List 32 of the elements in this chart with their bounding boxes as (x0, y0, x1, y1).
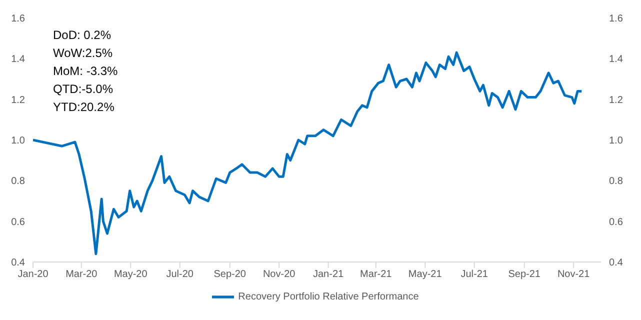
y2-tick-label: 0.4 (609, 258, 624, 269)
y2-tick-label: 1.4 (609, 54, 624, 66)
y-tick-label: 0.6 (11, 216, 26, 228)
legend-label: Recovery Portfolio Relative Performance (238, 292, 419, 303)
annotation: QTD:-5.0% (53, 81, 114, 98)
x-tick-label: Nov-20 (262, 269, 296, 280)
y2-tick-label: 0.8 (609, 176, 624, 188)
y-tick-label: 1.4 (11, 54, 26, 66)
y2-tick-label: 0.6 (609, 216, 624, 228)
x-tick-label: Jan-21 (313, 269, 344, 280)
y2-tick-label: 1.0 (609, 136, 624, 147)
x-tick-label: Jul-20 (166, 269, 194, 280)
annotation: MoM: -3.3% (53, 63, 118, 80)
y-tick-label: 1.2 (11, 94, 26, 106)
y-tick-label: 1.0 (11, 136, 26, 147)
x-tick-label: Sep-20 (214, 269, 246, 280)
y2-tick-label: 1.2 (609, 94, 624, 106)
y2-tick-label: 1.6 (609, 14, 624, 25)
x-tick-label: Jul-21 (460, 269, 488, 280)
y-tick-label: 0.4 (11, 258, 26, 269)
x-tick-label: Mar-21 (360, 269, 392, 280)
annotation: DoD: 0.2% (53, 27, 112, 44)
x-tick-label: Mar-20 (66, 269, 98, 280)
y-tick-label: 0.8 (11, 176, 26, 188)
x-tick-label: Sep-21 (508, 269, 541, 280)
annotation: YTD:20.2% (53, 99, 116, 116)
x-tick-label: Jan-20 (18, 269, 49, 280)
y-tick-label: 1.6 (11, 14, 26, 25)
annotation: WoW:2.5% (53, 45, 114, 62)
x-tick-label: May-20 (114, 269, 148, 280)
x-tick-label: Nov-21 (557, 269, 590, 280)
x-tick-label: May-21 (408, 269, 442, 280)
